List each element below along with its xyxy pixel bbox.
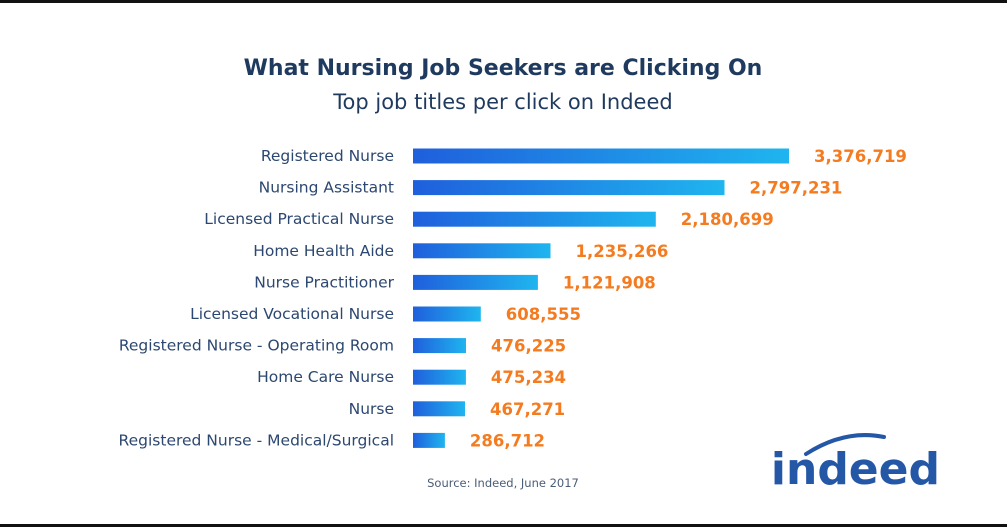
category-label: Nurse [349, 400, 394, 418]
value-label: 1,121,908 [563, 273, 656, 292]
source-note: Source: Indeed, June 2017 [427, 476, 579, 490]
category-label: Registered Nurse [261, 147, 394, 165]
value-label: 3,376,719 [814, 147, 907, 166]
bar [413, 306, 481, 322]
bar [413, 401, 465, 417]
category-label: Home Care Nurse [257, 368, 394, 386]
category-label: Home Health Aide [253, 242, 394, 260]
category-label: Nurse Practitioner [254, 273, 394, 291]
bar [413, 211, 656, 227]
logo-swoosh-icon [804, 433, 886, 456]
chart-title: What Nursing Job Seekers are Clicking On [244, 56, 763, 81]
bar [413, 432, 445, 448]
bar [413, 180, 725, 196]
chart-subtitle: Top job titles per click on Indeed [332, 90, 672, 114]
value-label: 2,797,231 [750, 179, 843, 198]
indeed-logo: indeed [771, 444, 940, 495]
value-label: 608,555 [506, 305, 581, 324]
bars-group: Registered Nurse 3,376,719 Nursing Assista… [119, 147, 907, 450]
category-label: Licensed Practical Nurse [204, 210, 394, 228]
category-label: Registered Nurse - Medical/Surgical [119, 431, 394, 449]
value-label: 286,712 [470, 431, 545, 450]
bar [413, 243, 551, 259]
category-label: Nursing Assistant [259, 179, 394, 197]
value-label: 476,225 [491, 337, 566, 356]
bar-chart: What Nursing Job Seekers are Clicking On… [119, 56, 940, 495]
bar [413, 338, 466, 354]
bar [413, 148, 789, 164]
value-label: 467,271 [490, 400, 565, 419]
value-label: 475,234 [491, 368, 566, 387]
category-label: Licensed Vocational Nurse [190, 305, 394, 323]
value-label: 1,235,266 [576, 242, 669, 261]
bar [413, 369, 466, 385]
bar [413, 274, 538, 290]
value-label: 2,180,699 [681, 210, 774, 229]
category-label: Registered Nurse - Operating Room [119, 337, 394, 355]
